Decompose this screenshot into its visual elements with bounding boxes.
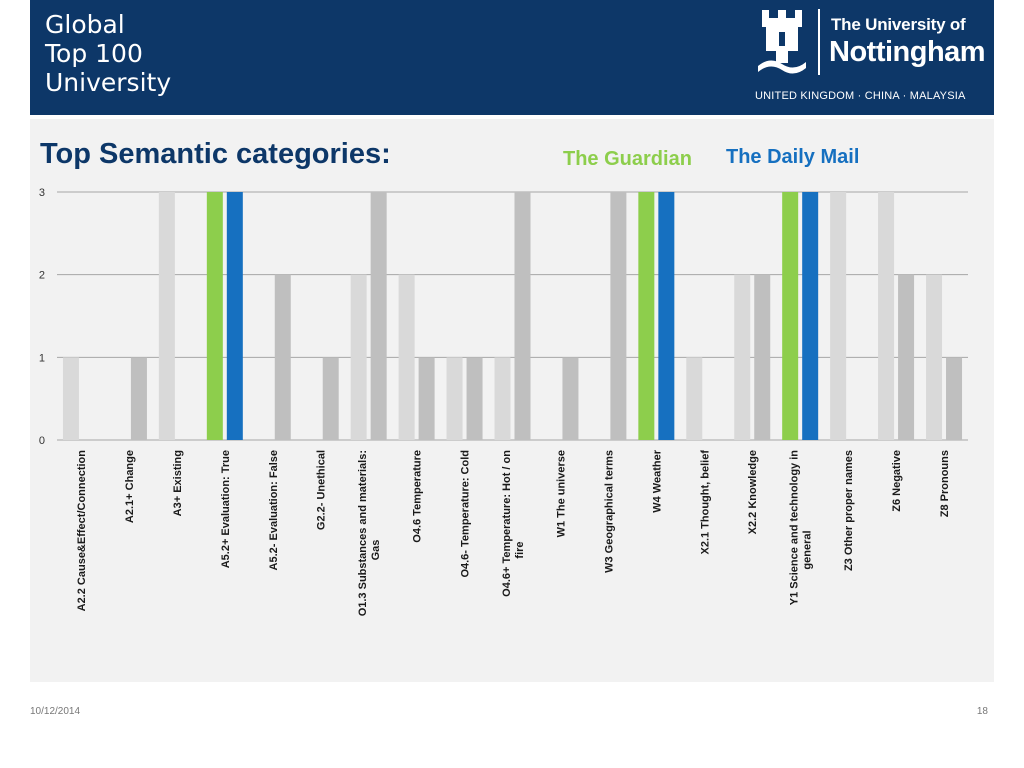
bar-guardian bbox=[158, 192, 175, 440]
legend-daily-mail: The Daily Mail bbox=[726, 146, 860, 168]
bar-daily-mail bbox=[802, 192, 819, 440]
bar-guardian bbox=[62, 357, 79, 440]
bar-guardian bbox=[926, 274, 943, 440]
y-tick-label: 3 bbox=[39, 187, 45, 199]
logo-text-line1: The University of bbox=[831, 15, 966, 34]
x-tick-label: Z8 Pronouns bbox=[939, 450, 951, 517]
bar-guardian bbox=[878, 192, 895, 440]
x-tick-label: W1 The universe bbox=[555, 450, 567, 537]
x-tick-label: X2.1 Thought, belief bbox=[699, 450, 711, 555]
bar-daily-mail bbox=[466, 357, 483, 440]
slogan-line: Top 100 bbox=[45, 39, 143, 68]
x-tick-label: A5.2+ Evaluation: True bbox=[220, 450, 232, 568]
x-tick-label: X2.2 Knowledge bbox=[747, 450, 759, 534]
bar-guardian bbox=[398, 274, 415, 440]
bar-guardian bbox=[350, 274, 367, 440]
slogan-line: Global bbox=[45, 10, 125, 39]
bar-daily-mail bbox=[274, 274, 291, 440]
bar-guardian bbox=[446, 357, 463, 440]
x-tick-label: O4.6 Temperature bbox=[412, 450, 424, 543]
x-tick-label: O4.6+ Temperature: Hot / onfire bbox=[501, 450, 526, 597]
bar-daily-mail bbox=[898, 274, 915, 440]
bar-daily-mail bbox=[658, 192, 675, 440]
slide-header: Global Top 100 University The University… bbox=[30, 0, 994, 115]
bar-guardian bbox=[830, 192, 847, 440]
slogan-line: University bbox=[45, 68, 172, 97]
bar-guardian bbox=[638, 192, 655, 440]
x-tick-label: A5.2- Evaluation: False bbox=[268, 450, 280, 570]
x-tick-label: Z3 Other proper names bbox=[843, 450, 855, 571]
y-tick-label: 2 bbox=[39, 270, 45, 282]
bar-daily-mail bbox=[418, 357, 435, 440]
bar-guardian bbox=[494, 357, 511, 440]
bar-guardian bbox=[206, 192, 223, 440]
bar-daily-mail bbox=[562, 357, 579, 440]
bar-daily-mail bbox=[514, 192, 531, 440]
university-crest-icon bbox=[758, 10, 806, 74]
logo-campuses: UNITED KINGDOM · CHINA · MALAYSIA bbox=[755, 90, 966, 102]
bar-daily-mail bbox=[754, 274, 771, 440]
bar-daily-mail bbox=[226, 192, 243, 440]
x-tick-label: A2.2 Cause&Effect/Connection bbox=[76, 450, 88, 612]
y-tick-label: 0 bbox=[39, 435, 45, 447]
slide-page-number: 18 bbox=[976, 706, 988, 717]
x-tick-label: W4 Weather bbox=[651, 449, 663, 512]
slide-title: Top Semantic categories: bbox=[40, 138, 391, 170]
legend-guardian: The Guardian bbox=[563, 148, 692, 170]
bar-guardian bbox=[782, 192, 799, 440]
x-tick-label: W3 Geographical terms bbox=[603, 450, 615, 573]
bar-guardian bbox=[734, 274, 751, 440]
bar-guardian bbox=[686, 357, 703, 440]
logo-text-line2: Nottingham bbox=[829, 36, 986, 68]
bar-daily-mail bbox=[610, 192, 627, 440]
logo-divider bbox=[818, 9, 820, 75]
x-tick-label: A3+ Existing bbox=[172, 450, 184, 516]
x-tick-label: G2.2- Unethical bbox=[316, 450, 328, 530]
y-tick-label: 1 bbox=[39, 352, 45, 364]
x-tick-label: O4.6- Temperature: Cold bbox=[460, 450, 472, 578]
slide-date: 10/12/2014 bbox=[30, 706, 81, 717]
x-tick-label: Y1 Science and technology ingeneral bbox=[789, 450, 814, 606]
university-slogan: Global Top 100 University bbox=[45, 10, 171, 97]
bar-daily-mail bbox=[322, 357, 339, 440]
bar-daily-mail bbox=[130, 357, 147, 440]
bar-daily-mail bbox=[946, 357, 963, 440]
bar-daily-mail bbox=[370, 192, 387, 440]
x-tick-label: A2.1+ Change bbox=[124, 450, 136, 523]
x-tick-label: O1.3 Substances and materials:Gas bbox=[357, 450, 382, 616]
x-tick-label: Z6 Negative bbox=[891, 450, 903, 512]
